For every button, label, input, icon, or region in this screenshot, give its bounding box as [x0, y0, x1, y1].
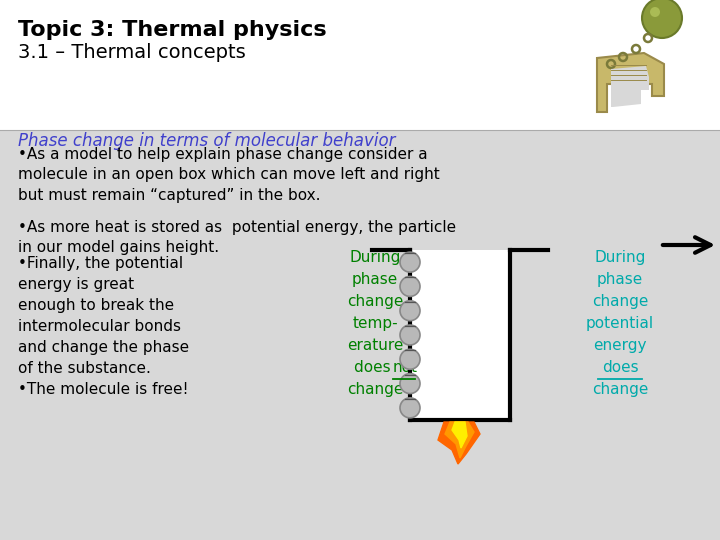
Bar [0, 0, 720, 130]
Text: change: change [592, 294, 648, 309]
Circle shape [400, 252, 420, 272]
Text: not: not [393, 360, 418, 375]
Polygon shape [597, 53, 664, 112]
Text: •Finally, the potential
energy is great
enough to break the
intermolecular bonds: •Finally, the potential energy is great … [18, 256, 189, 397]
Circle shape [400, 276, 420, 296]
Text: change: change [347, 382, 403, 397]
Circle shape [400, 325, 420, 345]
Text: erature: erature [347, 338, 403, 353]
Circle shape [400, 374, 420, 394]
Circle shape [400, 398, 420, 418]
Text: phase: phase [597, 272, 643, 287]
Text: 3.1 – Thermal concepts: 3.1 – Thermal concepts [18, 43, 246, 62]
Circle shape [400, 349, 420, 369]
Circle shape [400, 301, 420, 321]
Text: potential: potential [586, 316, 654, 331]
Polygon shape [452, 422, 467, 448]
Text: Phase change in terms of molecular behavior: Phase change in terms of molecular behav… [18, 132, 395, 150]
Text: Topic 3: Thermal physics: Topic 3: Thermal physics [18, 20, 327, 40]
Text: energy: energy [593, 338, 647, 353]
Polygon shape [445, 422, 474, 458]
Text: temp-: temp- [352, 316, 398, 331]
Text: change: change [592, 382, 648, 397]
Polygon shape [611, 66, 649, 107]
Circle shape [650, 7, 660, 17]
Polygon shape [438, 422, 480, 464]
Text: phase: phase [352, 272, 398, 287]
Text: •As a model to help explain phase change consider a
molecule in an open box whic: •As a model to help explain phase change… [18, 147, 440, 203]
Bar [410, 250, 510, 420]
Text: •As more heat is stored as  potential energy, the particle
in our model gains he: •As more heat is stored as potential ene… [18, 220, 456, 255]
Bar [0, 130, 720, 540]
Text: During: During [594, 250, 646, 265]
Text: change: change [347, 294, 403, 309]
Circle shape [642, 0, 682, 38]
Text: does: does [602, 360, 639, 375]
Text: During: During [349, 250, 401, 265]
Text: does: does [354, 360, 396, 375]
